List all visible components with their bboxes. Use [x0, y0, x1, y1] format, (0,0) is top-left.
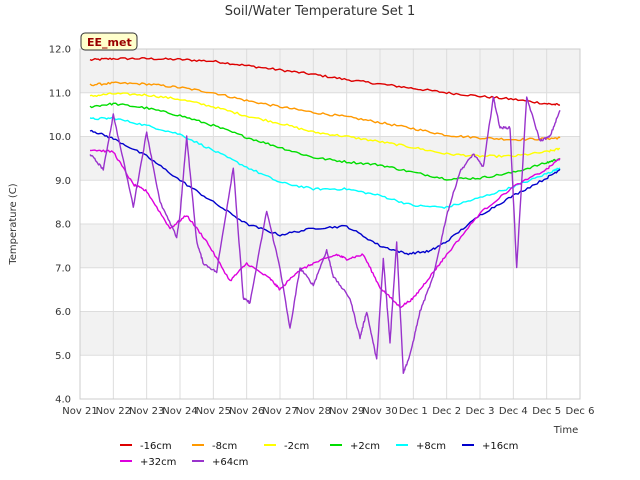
y-tick-label: 7.0 [55, 263, 71, 274]
series-line-8cm [89, 116, 561, 209]
y-tick-label: 11.0 [49, 88, 71, 99]
legend-item: -8cm [192, 441, 237, 452]
series-line-32cm [89, 149, 561, 309]
legend-item: +2cm [330, 441, 380, 452]
x-tick-label: Nov 24 [162, 406, 197, 417]
legend-label: +16cm [482, 441, 518, 452]
x-tick-label: Dec 6 [566, 406, 595, 417]
legend-item: +16cm [462, 441, 518, 452]
background-band [80, 355, 580, 399]
x-tick-label: Nov 29 [329, 406, 364, 417]
x-tick-label: Dec 5 [532, 406, 561, 417]
legend-label: +64cm [212, 457, 248, 468]
background-band [80, 311, 580, 356]
series-line-16cm [89, 129, 561, 256]
x-tick-label: Nov 26 [229, 406, 264, 417]
plot-frame [79, 48, 581, 400]
legend-label: -2cm [284, 441, 309, 452]
x-tick-label: Nov 22 [96, 406, 131, 417]
series-line-8cm [89, 81, 561, 142]
y-axis-label: Temperature (C) [8, 183, 19, 265]
legend: -16cm -8cm -2cm +2cm +8cm +16cm +32cm +64cm [120, 441, 518, 468]
x-tick-label: Dec 1 [399, 406, 428, 417]
y-tick-label: 8.0 [55, 220, 71, 231]
background-band [80, 267, 580, 312]
x-tick-label: Nov 27 [262, 406, 297, 417]
y-tick-label: 9.0 [55, 176, 71, 187]
x-tick-label: Nov 21 [62, 406, 97, 417]
x-tick-label: Nov 25 [196, 406, 231, 417]
background-band [80, 180, 580, 224]
y-tick-label: 10.0 [49, 132, 71, 143]
legend-label: -16cm [140, 441, 172, 452]
legend-label: +2cm [350, 441, 380, 452]
legend-item: -2cm [264, 441, 309, 452]
background-band [80, 92, 580, 137]
station-badge: EE_met [80, 32, 138, 51]
series-line-2cm [89, 92, 561, 159]
x-tick-label: Nov 23 [129, 406, 164, 417]
x-axis-label: Time [553, 425, 578, 436]
x-tick-label: Nov 30 [362, 406, 397, 417]
y-tick-label: 5.0 [55, 351, 71, 362]
x-tick-label: Dec 4 [499, 406, 528, 417]
background-band [80, 49, 580, 93]
legend-item: +32cm [120, 457, 176, 468]
legend-label: +8cm [416, 441, 446, 452]
station-badge-label: EE_met [87, 36, 132, 49]
y-tick-label: 12.0 [49, 45, 71, 56]
x-tick-label: Dec 2 [432, 406, 461, 417]
y-tick-label: 4.0 [55, 395, 71, 406]
x-tick-label: Nov 28 [296, 406, 331, 417]
series-line-64cm [89, 96, 561, 374]
y-axis-ticks: 4.0 5.0 6.0 7.0 8.0 9.0 10.0 11.0 12.0 [49, 45, 71, 406]
chart-title: Soil/Water Temperature Set 1 [225, 4, 416, 19]
legend-label: -8cm [212, 441, 237, 452]
legend-item: +64cm [192, 457, 248, 468]
legend-item: -16cm [120, 441, 172, 452]
series-layer [89, 57, 561, 374]
series-line-16cm [89, 57, 561, 106]
legend-label: +32cm [140, 457, 176, 468]
series-line-2cm [89, 102, 561, 181]
y-tick-label: 6.0 [55, 307, 71, 318]
legend-item: +8cm [396, 441, 446, 452]
x-tick-label: Dec 3 [466, 406, 495, 417]
